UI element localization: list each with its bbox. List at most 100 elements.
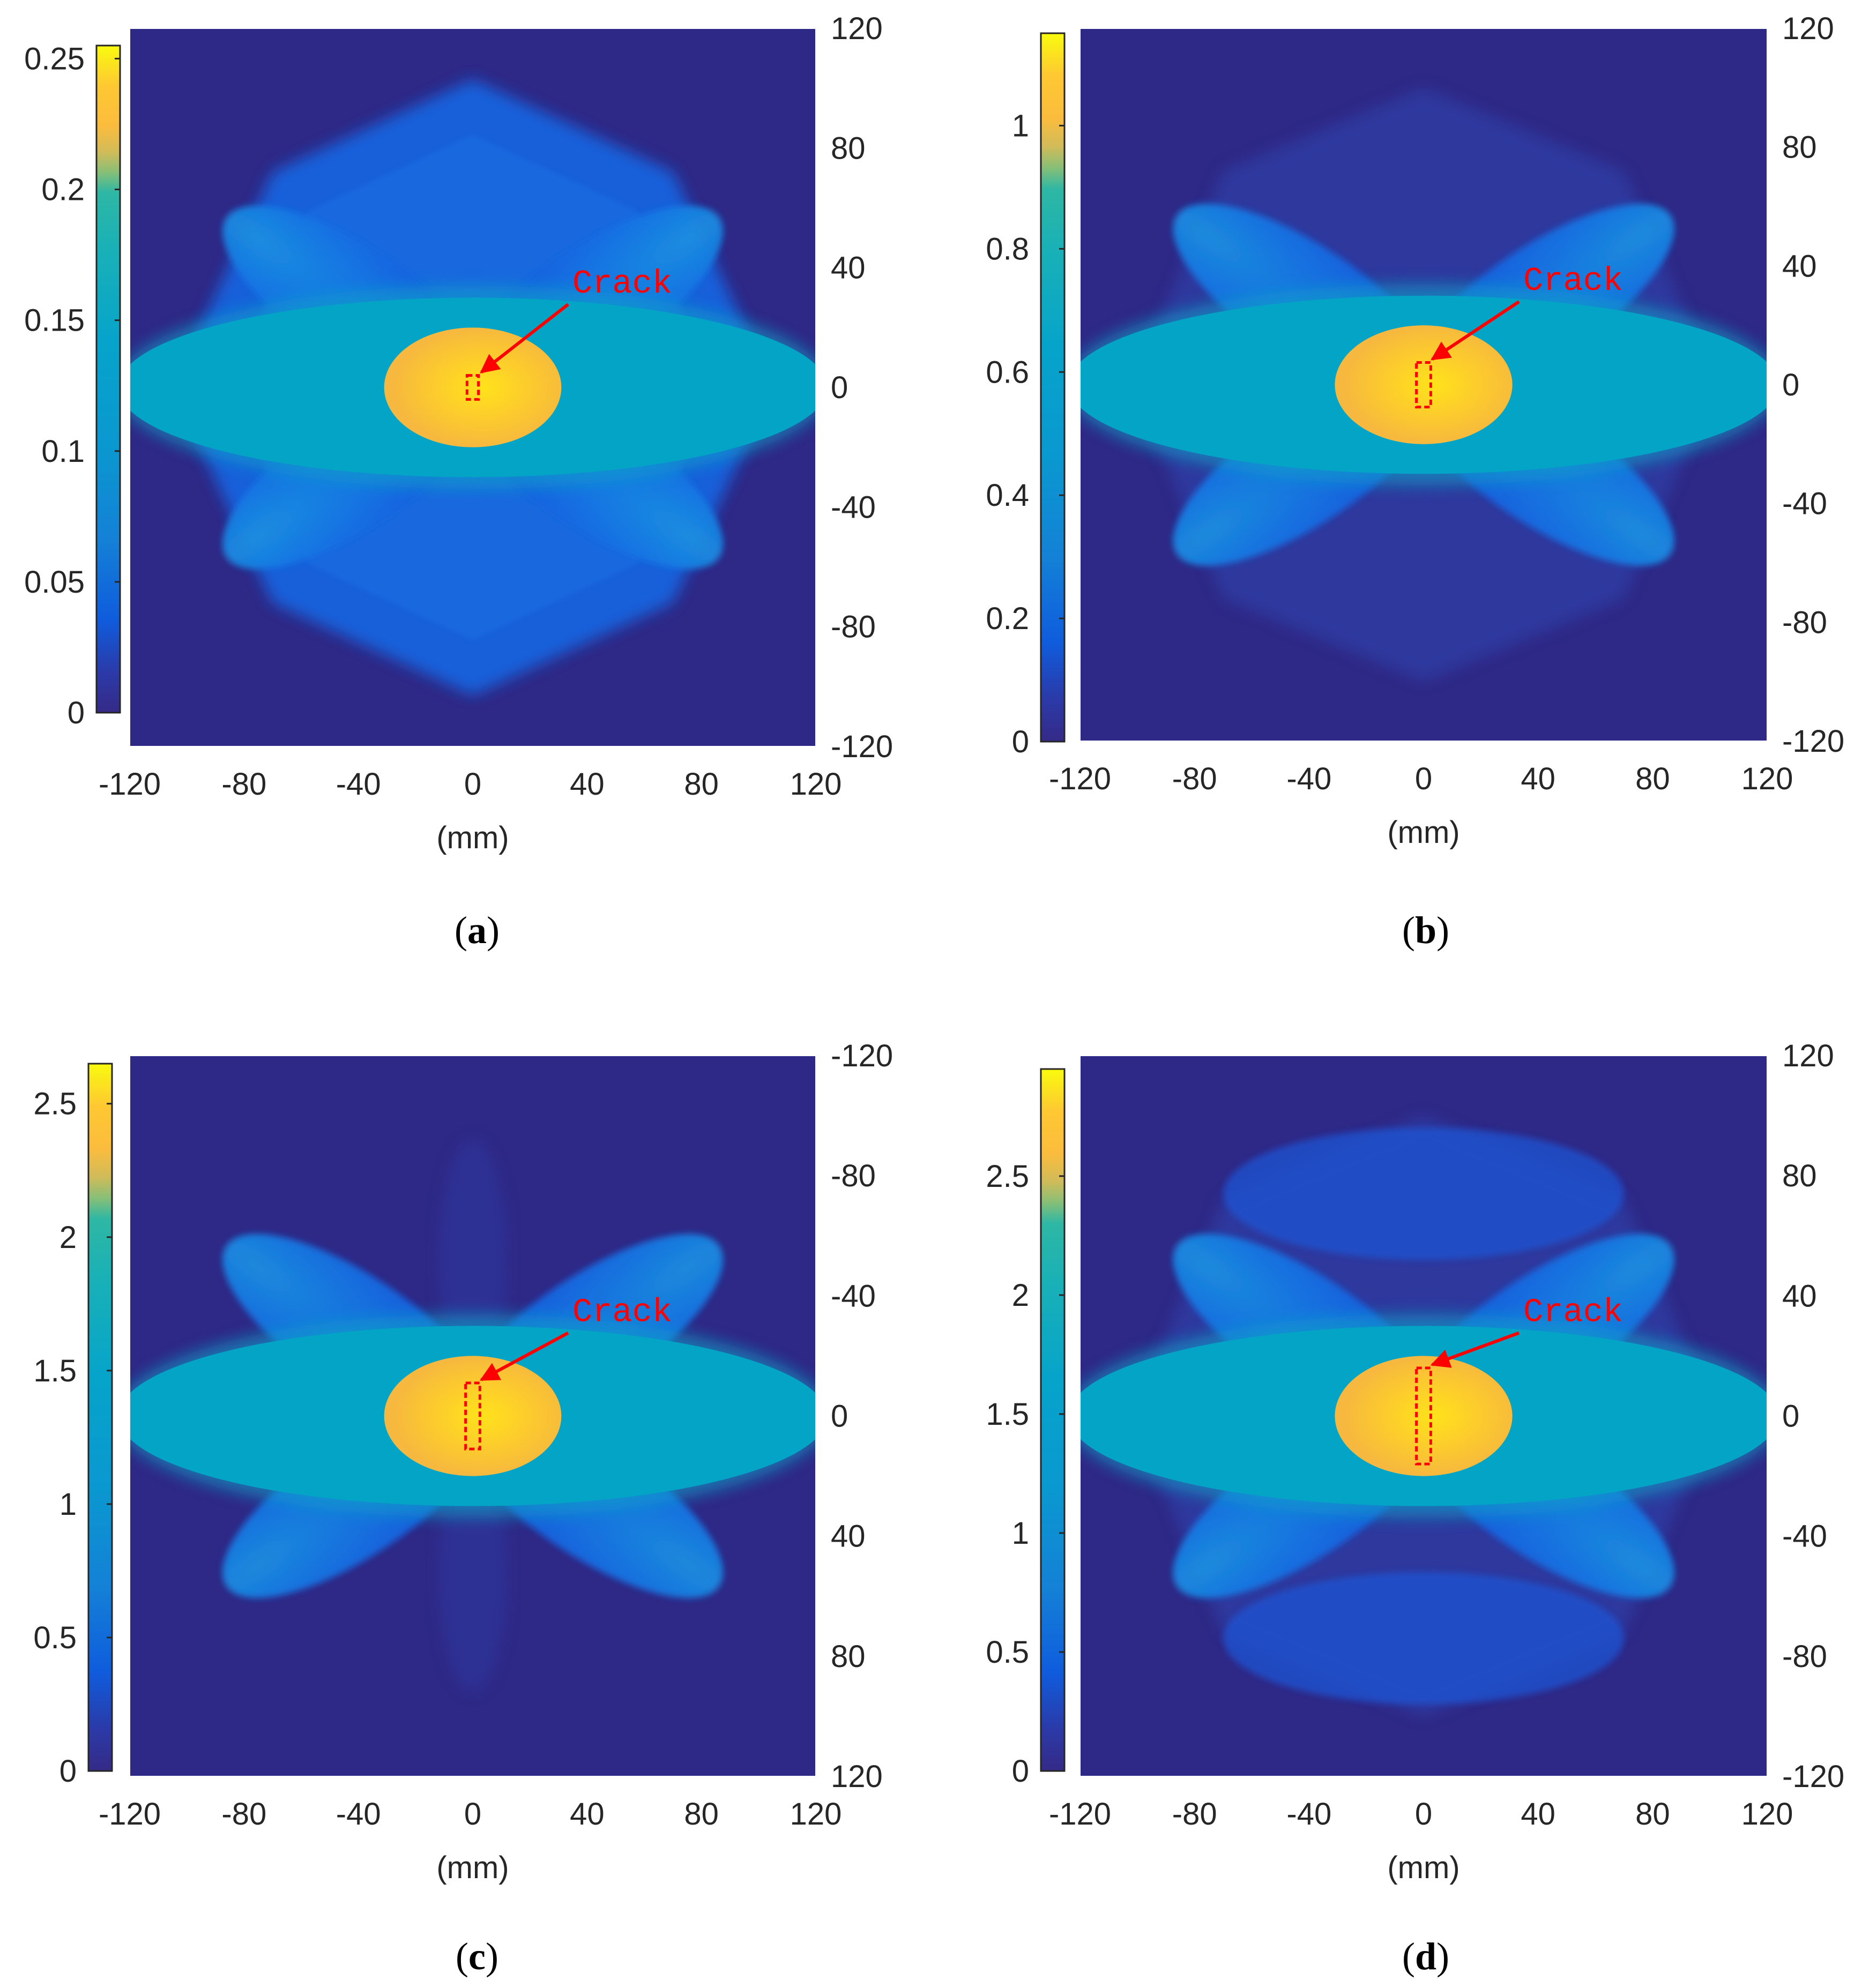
- colorbar-tick-label: 0.1: [41, 434, 85, 469]
- crack-arrow: [480, 303, 569, 374]
- x-tick-label: -40: [1286, 1797, 1331, 1832]
- x-tick-label: 0: [1415, 1797, 1432, 1832]
- panel-c: Crack-120 -80 -40 0 40 80 120-120-80-400408012…: [33, 1038, 893, 1978]
- plot-frame: [1079, 28, 1768, 742]
- y-tick-label: -120: [1782, 724, 1844, 759]
- crack-label: Crack: [572, 1294, 672, 1332]
- colorbar: [95, 44, 121, 714]
- hotspot: [1335, 325, 1513, 444]
- x-tick-label: -120: [1049, 1797, 1111, 1832]
- x-tick-label: 0: [464, 1797, 481, 1832]
- colorbar-tick-label: 0.4: [986, 478, 1029, 513]
- colorbar-tick-label: 1.5: [33, 1354, 77, 1388]
- colorbar-tick-label: 0: [1012, 724, 1029, 759]
- x-tick-label: 80: [684, 1797, 719, 1832]
- colorbar-tick-label: 0.25: [24, 41, 85, 76]
- panel-caption: (b): [1402, 909, 1449, 952]
- y-tick-label: -80: [1782, 1639, 1827, 1674]
- colorbar-tick-label: 2: [59, 1220, 77, 1255]
- panel-caption-letter: b: [1415, 909, 1436, 952]
- x-tick-label: -80: [1172, 761, 1217, 796]
- y-tick-label: 0: [1782, 368, 1799, 402]
- x-tick-label: 0: [1415, 761, 1432, 796]
- x-tick-label: 40: [570, 767, 605, 802]
- colorbar-tick-label: 2.5: [986, 1159, 1029, 1194]
- inner-lobe-bottom: [1223, 1572, 1624, 1705]
- x-tick-label: 0: [464, 767, 481, 802]
- hotspot: [384, 327, 562, 447]
- y-tick-label: 0: [831, 370, 848, 405]
- x-axis-label: (mm): [436, 820, 509, 855]
- colorbar-tick-label: 0.2: [986, 601, 1029, 636]
- colorbar-tick-label: 0.05: [24, 565, 85, 600]
- crack-label: Crack: [1523, 1294, 1623, 1332]
- x-tick-label: 120: [790, 767, 842, 802]
- colorbar-tick-label: 1.5: [986, 1397, 1029, 1432]
- x-tick-label: 120: [1741, 761, 1793, 796]
- x-tick-label: 40: [570, 1797, 605, 1832]
- crack-arrow: [1430, 300, 1520, 361]
- colorbar-tick-label: 0.15: [24, 303, 85, 338]
- x-axis-label: (mm): [436, 1850, 509, 1885]
- x-tick-label: 120: [1741, 1797, 1793, 1832]
- y-tick-label: 120: [1782, 1038, 1834, 1073]
- y-tick-label: -40: [831, 1279, 876, 1313]
- colorbar: [87, 1063, 113, 1772]
- colorbar-tick-label: 0.5: [33, 1620, 77, 1655]
- y-tick-label: 120: [1782, 11, 1834, 46]
- plot-frame: [1079, 1055, 1768, 1777]
- y-tick-label: 40: [1782, 1279, 1817, 1313]
- colorbar-tick-label: 1: [1012, 108, 1029, 143]
- x-tick-label: 40: [1521, 1797, 1555, 1832]
- panel-d: Crack-120 -80 -40 0 40 80 12012080400-40-80-12…: [986, 1038, 1844, 1978]
- crack-box: [1415, 361, 1432, 409]
- inner-lobe-top: [1223, 1127, 1624, 1260]
- y-tick-label: -80: [831, 610, 876, 645]
- crack-label: Crack: [572, 265, 672, 303]
- panel-caption: (a): [455, 909, 500, 952]
- x-tick-label: 40: [1521, 761, 1555, 796]
- y-tick-label: -120: [831, 729, 893, 764]
- x-tick-label: 80: [1635, 761, 1670, 796]
- colorbar-tick-label: 1: [59, 1487, 77, 1522]
- colorbar-tick-label: 0: [1012, 1754, 1029, 1789]
- crack-box: [464, 1381, 481, 1451]
- x-tick-label: 120: [790, 1797, 842, 1832]
- y-tick-label: -80: [831, 1159, 876, 1193]
- y-tick-label: 40: [831, 251, 866, 286]
- x-tick-label: -40: [336, 1797, 381, 1832]
- x-tick-label: -40: [336, 767, 381, 802]
- x-tick-label: -120: [99, 1797, 161, 1832]
- colorbar: [1040, 1068, 1066, 1772]
- panel-a: Crack -120 -80 -40 0 40 80 120 120 80 40 0 -40 -80 -12…: [24, 11, 893, 952]
- panel-caption-letter: d: [1415, 1935, 1436, 1978]
- x-tick-label: 80: [1635, 1797, 1670, 1832]
- x-tick-label: 80: [684, 767, 719, 802]
- panel-caption: (c): [456, 1935, 498, 1978]
- colorbar-tick-label: 1: [1012, 1516, 1029, 1551]
- x-axis-label: (mm): [1387, 1850, 1460, 1885]
- colorbar: [1040, 32, 1066, 743]
- colorbar-tick-label: 0: [59, 1754, 77, 1789]
- x-tick-label: -120: [1049, 761, 1111, 796]
- y-tick-label: 80: [831, 1639, 866, 1674]
- colorbar-tick-label: 0.2: [41, 173, 85, 207]
- panel-b: Crack -120 -80 -40 0 40 80 120 120 80 40 0 -40 -80 -12…: [986, 11, 1844, 952]
- heatmap-field: [130, 79, 816, 696]
- heatmap-field: [130, 1139, 816, 1693]
- y-tick-label: -120: [831, 1038, 893, 1073]
- y-tick-label: 80: [831, 131, 866, 166]
- y-tick-label: -40: [1782, 487, 1827, 521]
- colorbar-tick-label: 0.5: [986, 1635, 1029, 1670]
- y-tick-label: -40: [831, 490, 876, 525]
- panel-caption-letter: c: [468, 1935, 486, 1978]
- panel-caption-letter: a: [467, 909, 487, 952]
- x-tick-label: -80: [221, 767, 266, 802]
- crack-arrow: [1430, 1331, 1520, 1368]
- x-tick-label: -40: [1286, 761, 1331, 796]
- colorbar-tick-label: 0.8: [986, 231, 1029, 266]
- y-tick-label: 80: [1782, 1159, 1817, 1193]
- heatmap-field: [1080, 87, 1767, 682]
- y-tick-label: 80: [1782, 130, 1817, 165]
